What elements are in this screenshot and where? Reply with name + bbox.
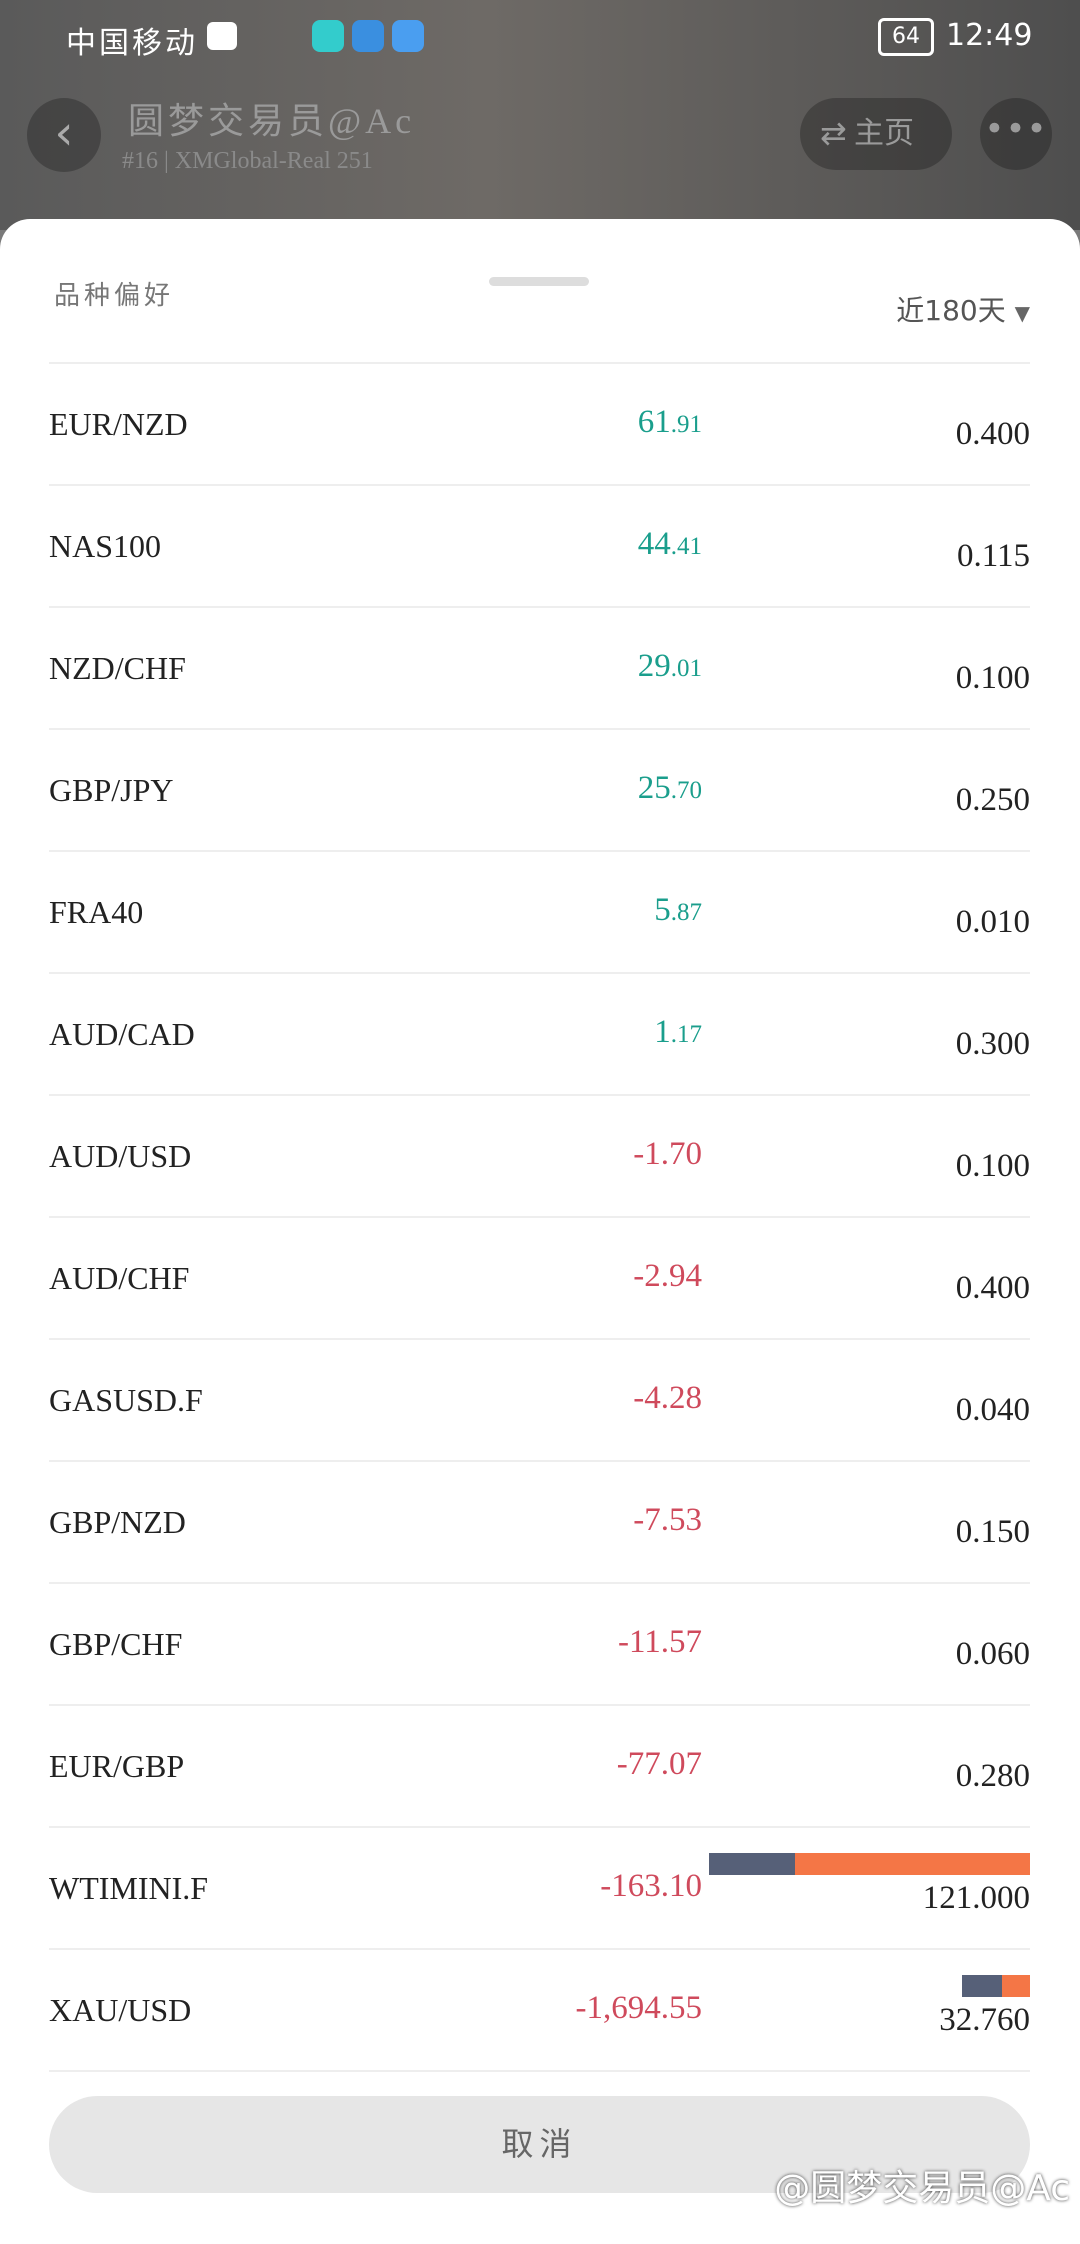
header-subtitle: #16 | XMGlobal-Real 251: [122, 148, 373, 174]
app-icon: [312, 20, 344, 52]
profit-part: 44: [637, 526, 671, 562]
separator: [49, 1948, 1030, 1950]
symbol: WTIMINI.F: [49, 1870, 209, 1906]
volume: 0.100: [955, 660, 1030, 696]
separator: [49, 1460, 1030, 1462]
profit-part: 61: [637, 404, 671, 440]
symbol: XAU/USD: [49, 1992, 192, 2028]
separator: [49, 1216, 1030, 1218]
profit-part: .87: [670, 899, 702, 926]
profit-part: .70: [670, 777, 702, 804]
volume: 0.250: [955, 782, 1030, 818]
profit: -2.94: [633, 1258, 702, 1294]
drag-handle: [489, 277, 589, 286]
profit: -1.70: [633, 1136, 702, 1172]
profit: -163.10: [600, 1868, 702, 1904]
clock: 12:49: [946, 18, 1033, 53]
profit: 61.91: [638, 404, 702, 441]
separator: [49, 728, 1030, 730]
volume: 0.100: [955, 1148, 1030, 1184]
profit: 44.41: [638, 526, 702, 563]
home-label: 主页: [854, 116, 914, 151]
carrier: 中国移动: [66, 26, 198, 61]
period-selector[interactable]: 近180天 ▼: [896, 289, 1030, 329]
symbol: AUD/USD: [49, 1138, 192, 1174]
dropdown-arrow: ▼: [1014, 301, 1030, 325]
volume: 0.300: [955, 1026, 1030, 1062]
separator: [49, 850, 1030, 852]
back-button[interactable]: ‹: [27, 98, 101, 172]
profit: -77.07: [616, 1746, 702, 1782]
cancel-label: 取消: [501, 2125, 578, 2163]
home-button[interactable]: 主页: [800, 98, 952, 170]
sheet-title: 品种偏好: [54, 281, 175, 311]
period-label: 近180天: [896, 294, 1006, 327]
symbol: AUD/CAD: [49, 1016, 195, 1052]
profit: -7.53: [633, 1502, 702, 1538]
hd-icon: [207, 22, 237, 50]
profit-part: 29: [637, 648, 671, 684]
sell-bar: [795, 1853, 1030, 1875]
profit: 5.87: [654, 892, 702, 929]
symbol: NZD/CHF: [49, 650, 186, 686]
app-icon: [392, 20, 424, 52]
symbol: FRA40: [49, 894, 144, 930]
volume: 0.400: [955, 1270, 1030, 1306]
separator: [49, 1094, 1030, 1096]
volume: 121.000: [922, 1880, 1030, 1916]
profit-part: 1: [654, 1014, 671, 1050]
profit-part: 25: [637, 770, 671, 806]
profit: -1,694.55: [575, 1990, 703, 2026]
symbol: NAS100: [49, 528, 162, 564]
symbol: AUD/CHF: [49, 1260, 190, 1296]
separator: [49, 2070, 1030, 2072]
sell-bar: [1002, 1975, 1030, 1997]
header-title: 圆梦交易员@Ac: [128, 101, 416, 141]
symbol: EUR/NZD: [49, 406, 188, 442]
symbol: GBP/NZD: [49, 1504, 186, 1540]
volume: 32.760: [939, 2002, 1030, 2038]
separator: [49, 1582, 1030, 1584]
symbol: GBP/JPY: [49, 772, 174, 808]
volume: 0.040: [955, 1392, 1030, 1428]
volume: 0.115: [956, 538, 1030, 574]
battery: 64: [878, 18, 934, 56]
volume: 0.010: [955, 904, 1030, 940]
more-button[interactable]: •••: [980, 98, 1052, 170]
profit: 29.01: [638, 648, 702, 685]
volume: 0.280: [955, 1758, 1030, 1794]
separator: [49, 362, 1030, 364]
volume: 0.060: [955, 1636, 1030, 1672]
switch-icon: ⇄: [820, 114, 847, 152]
separator: [49, 484, 1030, 486]
volume: 0.150: [955, 1514, 1030, 1550]
bottom-sheet: 品种偏好 近180天 ▼ EUR/NZD 61.91 0.400 NAS100 44.4…: [0, 219, 1080, 2244]
profit-part: .01: [670, 655, 702, 682]
separator: [49, 1826, 1030, 1828]
profit: 25.70: [638, 770, 702, 807]
profit: -4.28: [633, 1380, 702, 1416]
watermark: @圆梦交易员@Ac: [774, 2168, 1070, 2209]
profit: -11.57: [617, 1624, 702, 1660]
volume: 0.400: [955, 416, 1030, 452]
header-background: 中国移动 64 12:49 ‹ 圆梦交易员@Ac #16 | XMGlobal-…: [0, 0, 1080, 230]
separator: [49, 606, 1030, 608]
separator: [49, 1704, 1030, 1706]
profit: 1.17: [654, 1014, 702, 1051]
buy-bar: [962, 1975, 1002, 1997]
app-icon: [352, 20, 384, 52]
symbol: EUR/GBP: [49, 1748, 185, 1784]
separator: [49, 1338, 1030, 1340]
cancel-button[interactable]: 取消: [49, 2096, 1030, 2193]
symbol: GBP/CHF: [49, 1626, 183, 1662]
profit-part: .17: [670, 1021, 702, 1048]
separator: [49, 972, 1030, 974]
buy-bar: [709, 1853, 795, 1875]
profit-part: 5: [654, 892, 671, 928]
profit-part: .91: [670, 411, 702, 438]
symbol: GASUSD.F: [49, 1382, 203, 1418]
profit-part: .41: [670, 533, 702, 560]
